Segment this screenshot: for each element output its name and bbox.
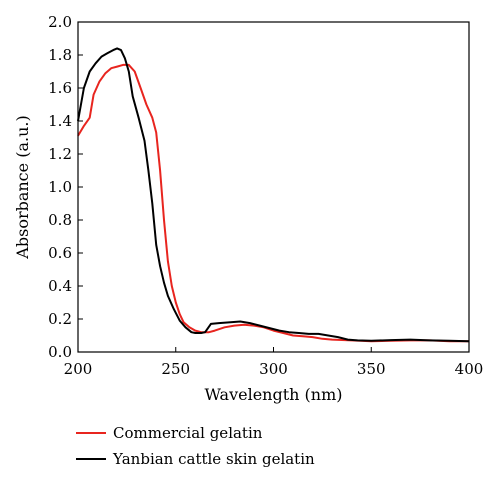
y-axis-label: Absorbance (a.u.) — [13, 115, 32, 259]
y-tick-label: 2.0 — [48, 13, 72, 31]
x-tick-label: 350 — [357, 360, 386, 378]
legend-label-yanbian: Yanbian cattle skin gelatin — [112, 450, 315, 468]
x-tick-label: 300 — [259, 360, 288, 378]
y-tick-label: 1.6 — [48, 79, 72, 97]
legend: Commercial gelatin Yanbian cattle skin g… — [76, 424, 315, 468]
y-tick-label: 0.8 — [48, 211, 72, 229]
x-axis-label: Wavelength (nm) — [204, 385, 342, 404]
y-tick-label: 0.2 — [48, 310, 72, 328]
x-axis-ticks: 200 250 300 350 400 — [64, 347, 484, 378]
y-tick-label: 1.4 — [48, 112, 72, 130]
x-tick-label: 250 — [161, 360, 190, 378]
series-line-1 — [77, 47, 470, 343]
y-tick-label: 0.6 — [48, 244, 72, 262]
y-tick-label: 0.0 — [48, 343, 72, 361]
y-tick-label: 1.8 — [48, 46, 72, 64]
x-tick-label: 400 — [455, 360, 484, 378]
y-axis-ticks: 0.0 0.2 0.4 0.6 0.8 1.0 1.2 1.4 1.6 1.8 2.0 — [48, 13, 83, 361]
legend-label-commercial: Commercial gelatin — [113, 424, 263, 442]
x-tick-label: 200 — [64, 360, 93, 378]
y-tick-label: 1.2 — [48, 145, 72, 163]
series-line-0 — [77, 63, 469, 343]
plot-series — [77, 47, 470, 343]
y-tick-label: 0.4 — [48, 277, 72, 295]
plot-frame — [77, 21, 470, 353]
y-tick-label: 1.0 — [48, 178, 72, 196]
